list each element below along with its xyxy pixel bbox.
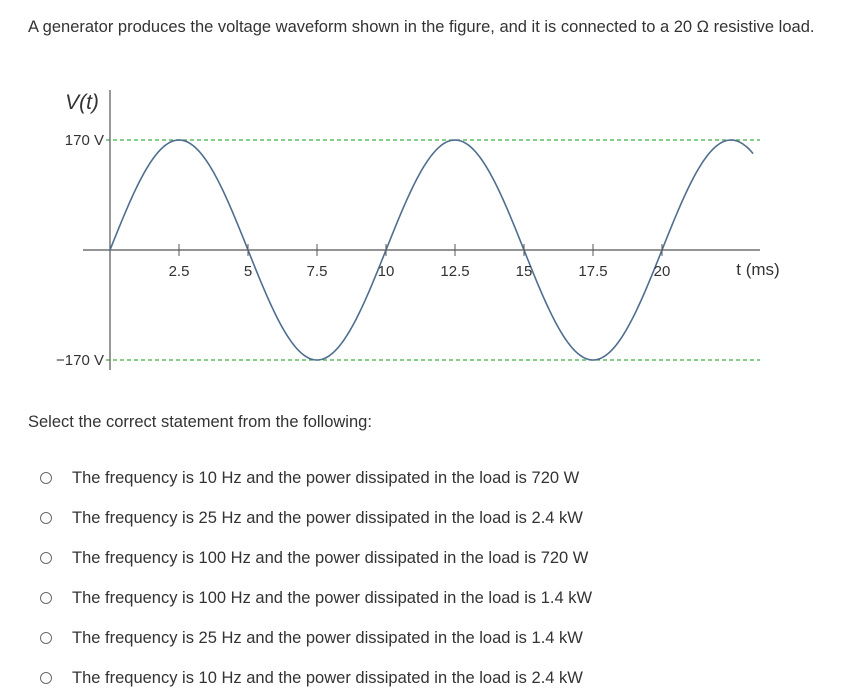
option-label: The frequency is 25 Hz and the power dis… (72, 628, 583, 647)
radio-button[interactable] (40, 592, 52, 604)
x-axis-label: t (ms) (736, 260, 779, 279)
option-6[interactable]: The frequency is 10 Hz and the power dis… (40, 658, 592, 698)
option-label: The frequency is 25 Hz and the power dis… (72, 508, 583, 527)
radio-button[interactable] (40, 512, 52, 524)
x-tick-label: 12.5 (440, 263, 469, 280)
option-label: The frequency is 100 Hz and the power di… (72, 588, 593, 607)
option-1[interactable]: The frequency is 10 Hz and the power dis… (40, 458, 592, 498)
y-tick-label: −170 V (56, 352, 104, 369)
x-tick-label: 5 (244, 263, 252, 280)
x-tick-label: 7.5 (307, 263, 328, 280)
option-3[interactable]: The frequency is 100 Hz and the power di… (40, 538, 592, 578)
select-prompt: Select the correct statement from the fo… (28, 413, 372, 431)
radio-button[interactable] (40, 472, 52, 484)
x-tick-label: 2.5 (169, 263, 190, 280)
option-label: The frequency is 100 Hz and the power di… (72, 548, 589, 567)
radio-button[interactable] (40, 672, 52, 684)
x-tick-label: 20 (654, 263, 671, 280)
x-tick-label: 17.5 (578, 263, 607, 280)
option-5[interactable]: The frequency is 25 Hz and the power dis… (40, 618, 592, 658)
waveform-chart: 170 V −170 V V(t) 2.5 5 7.5 10 12.5 15 17.5 20 t (m… (56, 90, 780, 370)
voltage-curve (109, 139, 754, 361)
x-tick-label: 15 (516, 263, 533, 280)
option-2[interactable]: The frequency is 25 Hz and the power dis… (40, 498, 592, 538)
answer-options: The frequency is 10 Hz and the power dis… (40, 458, 592, 698)
y-axis-label: V(t) (65, 91, 99, 114)
voltage-waveform-figure: 170 V −170 V V(t) 2.5 5 7.5 10 12.5 15 17.5 20 t (m… (0, 80, 866, 400)
x-tick-label: 10 (378, 263, 395, 280)
radio-button[interactable] (40, 632, 52, 644)
option-4[interactable]: The frequency is 100 Hz and the power di… (40, 578, 592, 618)
option-label: The frequency is 10 Hz and the power dis… (72, 668, 583, 687)
option-label: The frequency is 10 Hz and the power dis… (72, 468, 580, 487)
question-text: A generator produces the voltage wavefor… (28, 18, 815, 36)
y-tick-label: 170 V (65, 132, 104, 149)
radio-button[interactable] (40, 552, 52, 564)
